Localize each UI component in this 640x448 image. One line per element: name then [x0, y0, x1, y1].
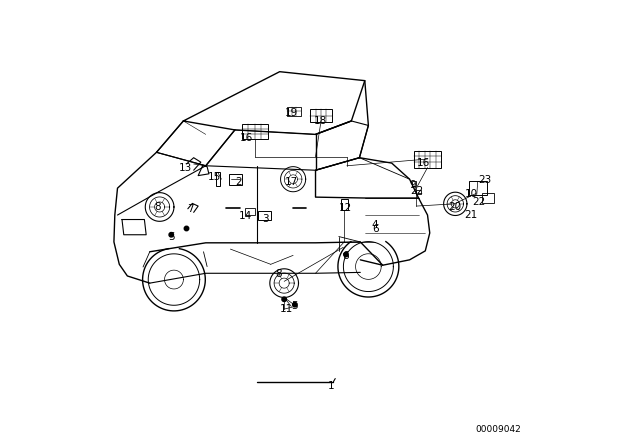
Text: 16: 16 — [417, 158, 429, 168]
Text: 18: 18 — [314, 116, 328, 126]
Bar — [412, 181, 417, 186]
Text: 6: 6 — [342, 251, 348, 261]
Bar — [258, 211, 271, 220]
Text: 17: 17 — [285, 177, 298, 187]
Text: 5: 5 — [168, 233, 175, 242]
Text: 1: 1 — [328, 381, 335, 391]
Bar — [229, 174, 243, 185]
Text: 15: 15 — [207, 172, 221, 182]
Bar — [468, 181, 486, 195]
Text: 14: 14 — [239, 211, 252, 221]
Text: 23: 23 — [478, 175, 492, 185]
Text: 22: 22 — [410, 186, 424, 196]
Text: 12: 12 — [339, 203, 352, 213]
Circle shape — [184, 226, 189, 231]
Text: 22: 22 — [472, 198, 485, 207]
Text: 19: 19 — [285, 108, 298, 118]
Bar — [310, 109, 332, 122]
Text: 8: 8 — [275, 269, 282, 279]
Text: 13: 13 — [179, 164, 192, 173]
Text: 21: 21 — [464, 210, 477, 220]
Bar — [216, 172, 220, 186]
Text: 5: 5 — [292, 302, 298, 311]
Text: 7: 7 — [187, 204, 193, 214]
Bar — [340, 199, 348, 210]
Circle shape — [344, 252, 348, 257]
Circle shape — [292, 302, 297, 307]
Text: 3: 3 — [262, 214, 269, 224]
Text: 00009042: 00009042 — [476, 425, 522, 434]
Text: 4: 4 — [371, 220, 378, 230]
Bar — [482, 193, 494, 203]
Text: 20: 20 — [448, 202, 461, 212]
Bar — [287, 107, 301, 116]
Text: 10: 10 — [465, 189, 478, 198]
Text: 16: 16 — [240, 133, 253, 143]
Text: 6: 6 — [372, 224, 379, 234]
Text: 2: 2 — [235, 177, 242, 187]
Circle shape — [282, 297, 287, 302]
Text: 9: 9 — [409, 180, 415, 190]
Bar — [414, 151, 441, 168]
Circle shape — [169, 233, 173, 237]
Text: 11: 11 — [279, 304, 292, 314]
Bar — [245, 208, 255, 215]
Text: 8: 8 — [154, 202, 161, 212]
Bar — [416, 190, 421, 194]
Bar — [241, 124, 268, 139]
